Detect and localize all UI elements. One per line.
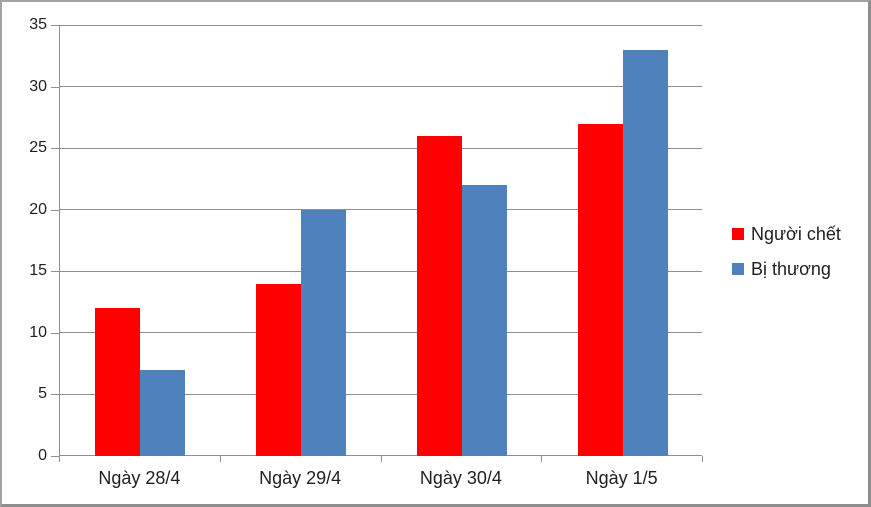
y-tick-label: 25 [29,139,47,157]
bar-bi-thuong [461,185,507,456]
bar-nguoi-chet [256,283,302,456]
x-category-label: Ngày 30/4 [419,468,502,488]
y-axis-tick [51,394,59,396]
x-axis-tick [59,456,60,462]
bar-bi-thuong [140,369,186,456]
x-axis-tick [702,456,703,462]
y-tick-label: 15 [29,262,47,280]
legend: Người chết Bị thương [732,225,841,278]
legend-label: Bị thương [751,259,831,279]
bar-nguoi-chet [577,123,623,456]
gridline [60,270,702,272]
legend-label: Người chết [751,224,841,244]
y-axis-tick [51,25,59,26]
legend-item: Người chết [732,225,841,243]
y-tick-label: 20 [29,200,47,218]
plot-area [59,24,702,456]
bar-nguoi-chet [416,135,462,456]
x-category-label: Ngày 29/4 [259,468,342,488]
y-tick-label: 5 [38,385,47,403]
x-category-label: Ngày 1/5 [585,468,658,488]
x-axis-tick [380,456,382,462]
y-tick-label: 30 [29,77,47,95]
y-axis-tick [51,209,59,211]
y-axis-tick [51,148,59,150]
bar-nguoi-chet [95,308,141,456]
y-axis-tick [51,332,59,334]
legend-swatch-icon [732,263,744,275]
gridline [60,209,702,211]
x-category-label: Ngày 28/4 [98,468,181,488]
y-axis-tick [51,86,59,88]
gridline [60,86,702,88]
bar-bi-thuong [301,209,347,456]
x-axis-tick [541,456,543,462]
bar-bi-thuong [622,49,668,456]
y-tick-label: 0 [38,447,47,464]
y-axis-tick [51,271,59,273]
y-tick-label: 10 [29,323,47,341]
gridline [60,332,702,334]
gridline [60,393,702,395]
x-axis-tick [219,456,221,462]
gridline [60,24,702,26]
y-tick-label: 35 [29,16,47,33]
y-axis-tick [51,456,59,457]
legend-item: Bị thương [732,260,841,278]
gridline [60,147,702,149]
legend-swatch-icon [732,228,744,240]
